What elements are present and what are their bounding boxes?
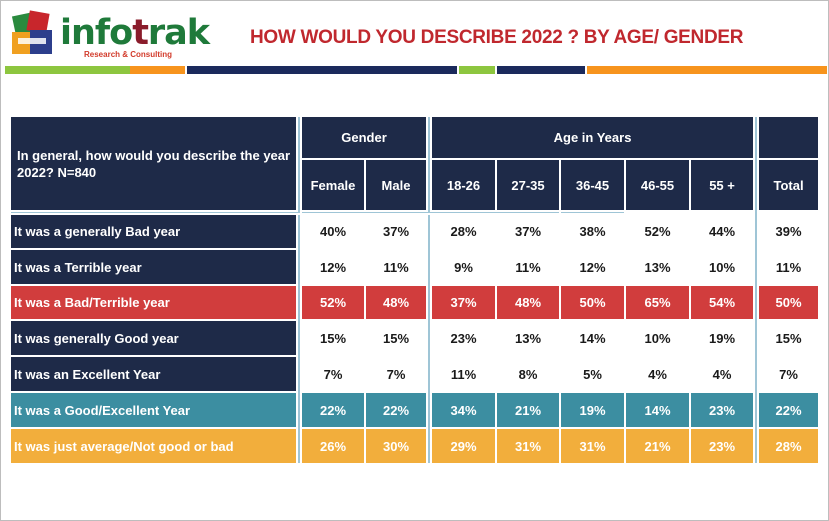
table-cell: 37% <box>497 215 562 250</box>
total-group-header <box>759 117 821 160</box>
table-cell: 50% <box>561 286 627 321</box>
table-row: It was a generally Bad year 40% 37% 28% … <box>11 215 821 250</box>
table-cell: 50% <box>759 286 821 321</box>
table-cell: 7% <box>759 357 821 393</box>
table-row: It was an Excellent Year 7% 7% 11% 8% 5%… <box>11 357 821 393</box>
table-cell: 19% <box>561 393 627 429</box>
table-cell: 7% <box>366 357 429 393</box>
table-cell: 52% <box>626 215 692 250</box>
logo-wordmark: infotrak <box>60 13 210 53</box>
row-label: It was a Good/Excellent Year <box>11 393 298 429</box>
table-cell: 23% <box>432 321 498 357</box>
row-label: It was a Terrible year <box>11 250 298 286</box>
table-cell: 12% <box>302 250 366 286</box>
results-table: In general, how would you describe the y… <box>11 117 821 465</box>
table-cell: 7% <box>302 357 366 393</box>
table-cell: 40% <box>302 215 366 250</box>
table-cell: 11% <box>366 250 429 286</box>
infotrak-logo: infotrak Research & Consulting <box>8 8 210 64</box>
column-gap <box>428 117 433 465</box>
accent-bar-green-1 <box>5 66 130 74</box>
row-label: It was a Bad/Terrible year <box>11 286 298 321</box>
table-cell: 10% <box>626 321 692 357</box>
column-header: 46-55 <box>626 160 692 212</box>
table-cell: 9% <box>432 250 498 286</box>
table-row: It was a Terrible year 12% 11% 9% 11% 12… <box>11 250 821 286</box>
table-cell: 21% <box>626 429 692 465</box>
column-header: 27-35 <box>497 160 562 212</box>
table-row-subtotal-bad: It was a Bad/Terrible year 52% 48% 37% 4… <box>11 286 821 321</box>
table-cell: 44% <box>691 215 756 250</box>
row-label: It was a generally Bad year <box>11 215 298 250</box>
table-cell: 30% <box>366 429 429 465</box>
accent-bar-orange-1 <box>130 66 185 74</box>
table-cell: 11% <box>432 357 498 393</box>
question-header: In general, how would you describe the y… <box>11 117 298 212</box>
table-cell: 4% <box>691 357 756 393</box>
table-cell: 14% <box>561 321 627 357</box>
accent-bar-orange-2 <box>587 66 827 74</box>
row-label: It was generally Good year <box>11 321 298 357</box>
table-cell: 15% <box>302 321 366 357</box>
table-cell: 54% <box>691 286 756 321</box>
table-cell: 48% <box>366 286 429 321</box>
table-cell: 19% <box>691 321 756 357</box>
table-row-average: It was just average/Not good or bad 26% … <box>11 429 821 465</box>
column-header: Female <box>302 160 366 212</box>
column-gap <box>755 117 760 465</box>
accent-bar-navy-2 <box>497 66 585 74</box>
table-cell: 5% <box>561 357 627 393</box>
table-cell: 11% <box>497 250 562 286</box>
table-cell: 10% <box>691 250 756 286</box>
table-cell: 31% <box>497 429 562 465</box>
page-title: HOW WOULD YOU DESCRIBE 2022 ? BY AGE/ GE… <box>250 27 744 48</box>
row-label: It was just average/Not good or bad <box>11 429 298 465</box>
table-cell: 52% <box>302 286 366 321</box>
accent-bar-navy-1 <box>187 66 457 74</box>
table-cell: 37% <box>432 286 498 321</box>
table-cell: 15% <box>759 321 821 357</box>
table-cell: 4% <box>626 357 692 393</box>
table-cell: 31% <box>561 429 627 465</box>
table-cell: 21% <box>497 393 562 429</box>
table-cell: 11% <box>759 250 821 286</box>
accent-bar-green-2 <box>459 66 495 74</box>
age-group-header: Age in Years <box>432 117 756 160</box>
table-cell: 12% <box>561 250 627 286</box>
column-header: Male <box>366 160 429 212</box>
logo-mark-icon <box>11 10 52 54</box>
table-cell: 8% <box>497 357 562 393</box>
table-cell: 23% <box>691 429 756 465</box>
table-cell: 13% <box>497 321 562 357</box>
table-cell: 34% <box>432 393 498 429</box>
gender-group-header: Gender <box>302 117 429 160</box>
table-cell: 39% <box>759 215 821 250</box>
table-row-subtotal-good: It was a Good/Excellent Year 22% 22% 34%… <box>11 393 821 429</box>
table-cell: 22% <box>366 393 429 429</box>
table-cell: 22% <box>759 393 821 429</box>
table-cell: 38% <box>561 215 627 250</box>
logo-tagline: Research & Consulting <box>84 50 173 59</box>
table-cell: 48% <box>497 286 562 321</box>
table-cell: 13% <box>626 250 692 286</box>
table-cell: 65% <box>626 286 692 321</box>
table-cell: 23% <box>691 393 756 429</box>
table-row: It was generally Good year 15% 15% 23% 1… <box>11 321 821 357</box>
row-label: It was an Excellent Year <box>11 357 298 393</box>
table-cell: 22% <box>302 393 366 429</box>
table-cell: 37% <box>366 215 429 250</box>
table-cell: 28% <box>432 215 498 250</box>
table-cell: 28% <box>759 429 821 465</box>
column-header: 18-26 <box>432 160 498 212</box>
column-gap <box>298 117 302 465</box>
table-cell: 26% <box>302 429 366 465</box>
table-cell: 14% <box>626 393 692 429</box>
column-header: Total <box>759 160 821 212</box>
column-header: 36-45 <box>561 160 627 212</box>
table-cell: 29% <box>432 429 498 465</box>
table-cell: 15% <box>366 321 429 357</box>
column-header: 55 + <box>691 160 756 212</box>
